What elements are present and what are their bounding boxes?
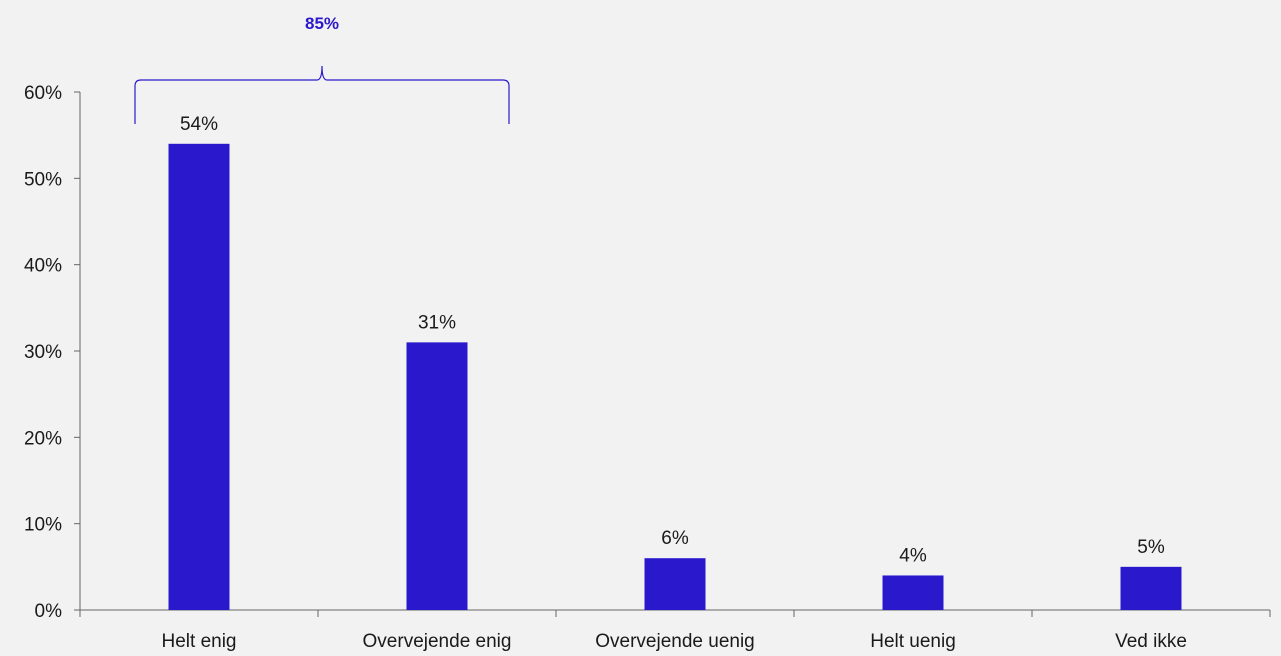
bar <box>882 575 944 610</box>
data-label: 5% <box>1137 537 1165 558</box>
bracket-annotation: 85% <box>134 14 510 124</box>
y-tick-label: 40% <box>24 256 62 277</box>
data-label: 6% <box>661 528 689 549</box>
x-category-label: Helt enig <box>162 631 237 652</box>
bracket-label: 85% <box>305 14 339 33</box>
bars <box>168 143 1182 611</box>
data-labels: 54% 31% 6% 4% 5% <box>180 114 1165 567</box>
y-tick-label: 10% <box>24 515 62 536</box>
y-axis: 0% 10% 20% 30% 40% 50% 60% <box>24 83 81 622</box>
bar <box>644 558 706 610</box>
data-label: 54% <box>180 114 218 135</box>
bar <box>168 143 230 611</box>
x-category-label: Ved ikke <box>1115 631 1187 652</box>
x-category-label: Helt uenig <box>870 631 956 652</box>
data-label: 4% <box>899 545 927 566</box>
y-tick-label: 0% <box>35 601 63 622</box>
bar <box>1120 566 1182 610</box>
x-axis: Helt enig Overvejende enig Overvejende uen… <box>79 609 1271 652</box>
y-tick-label: 20% <box>24 428 62 449</box>
bracket-line <box>134 65 510 124</box>
bar <box>406 342 468 610</box>
x-category-label: Overvejende uenig <box>595 631 755 652</box>
y-tick-label: 30% <box>24 342 62 363</box>
y-tick-label: 60% <box>24 83 62 104</box>
x-category-label: Overvejende enig <box>363 631 512 652</box>
y-tick-label: 50% <box>24 169 62 190</box>
data-label: 31% <box>418 312 456 333</box>
